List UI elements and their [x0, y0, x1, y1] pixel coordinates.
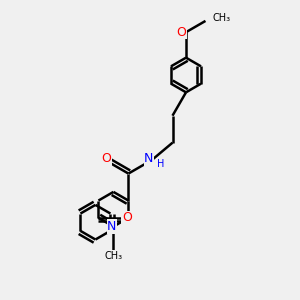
Text: O: O [177, 26, 186, 39]
Text: N: N [107, 220, 117, 233]
Text: O: O [122, 212, 132, 224]
Text: CH₃: CH₃ [213, 13, 231, 23]
Text: CH₃: CH₃ [104, 251, 122, 261]
Text: N: N [144, 152, 154, 165]
Text: H: H [157, 159, 164, 169]
Text: O: O [101, 152, 111, 165]
